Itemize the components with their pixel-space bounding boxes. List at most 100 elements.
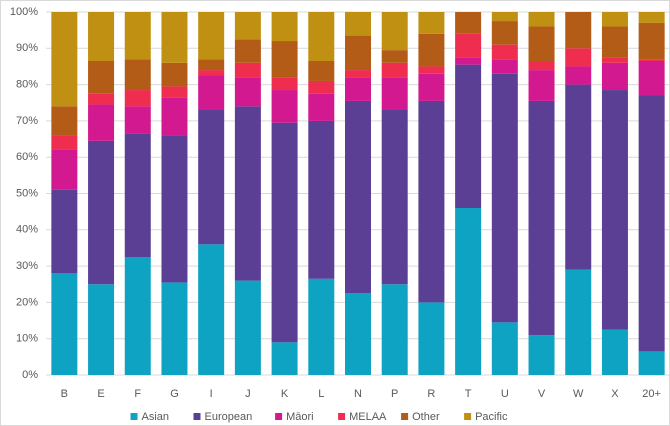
- bar-segment: [491, 322, 518, 375]
- bar-segment: [638, 22, 665, 60]
- bar-segment: [51, 12, 78, 107]
- legend-label: European: [205, 411, 253, 423]
- bar-segment: [88, 12, 115, 62]
- x-tick-label: V: [538, 388, 546, 400]
- legend-swatch: [464, 413, 472, 420]
- bar-segment: [51, 106, 78, 136]
- legend-label: Māori: [286, 411, 314, 423]
- legend-swatch: [193, 413, 201, 420]
- y-tick-label: 0%: [22, 369, 38, 381]
- bar-segment: [124, 133, 151, 258]
- y-tick-label: 40%: [16, 224, 38, 236]
- legend-swatch: [130, 413, 138, 420]
- x-tick-label: X: [611, 388, 619, 400]
- y-tick-label: 20%: [16, 296, 38, 308]
- bar-segment: [528, 70, 555, 101]
- bar-segment: [161, 62, 188, 87]
- bar-segment: [271, 122, 298, 343]
- bar-segment: [528, 335, 555, 375]
- bar-segment: [88, 93, 115, 105]
- bar-segment: [161, 97, 188, 136]
- bar-segment: [418, 73, 445, 101]
- bar-segment: [124, 59, 151, 91]
- bar-segment: [601, 26, 628, 58]
- x-tick-label: P: [391, 388, 398, 400]
- y-tick-label: 80%: [16, 79, 38, 91]
- x-tick-label: L: [318, 388, 324, 400]
- bar-segment: [308, 61, 335, 81]
- bar-segment: [234, 12, 261, 40]
- bar-segment: [455, 64, 482, 209]
- bar-segment: [234, 77, 261, 107]
- bar-segment: [198, 75, 225, 111]
- y-tick-label: 10%: [16, 333, 38, 345]
- x-tick-label: R: [427, 388, 435, 400]
- legend-label: Pacific: [475, 411, 508, 423]
- bar-segment: [528, 100, 555, 336]
- x-tick-label: J: [245, 388, 251, 400]
- x-tick-label: T: [465, 388, 472, 400]
- x-tick-label: I: [210, 388, 213, 400]
- bar-segment: [124, 257, 151, 375]
- legend-swatch: [275, 413, 283, 420]
- bar-segment: [345, 100, 371, 294]
- bar-segment: [234, 62, 261, 78]
- y-tick-label: 30%: [16, 260, 38, 272]
- bar-segment: [271, 90, 298, 123]
- bar-segment: [565, 269, 592, 375]
- bar-segment: [638, 59, 665, 62]
- y-tick-label: 60%: [16, 151, 38, 163]
- y-tick-label: 70%: [16, 115, 38, 127]
- bar-segment: [345, 293, 371, 375]
- bar-segment: [418, 302, 445, 375]
- x-tick-label: U: [501, 388, 509, 400]
- bar-segment: [271, 77, 298, 91]
- bar-segment: [198, 70, 225, 76]
- bar-segment: [234, 39, 261, 63]
- x-tick-label: K: [281, 388, 289, 400]
- bar-segment: [124, 90, 151, 107]
- bar-segment: [88, 284, 115, 375]
- bar-segment: [234, 280, 261, 375]
- bar-segment: [491, 12, 518, 22]
- bar-segment: [455, 12, 482, 34]
- bar-segment: [638, 95, 665, 352]
- bar-segment: [418, 12, 445, 34]
- x-tick-label: W: [573, 388, 584, 400]
- y-tick-label: 90%: [16, 42, 38, 54]
- bar-segment: [601, 57, 628, 63]
- bar-segment: [345, 35, 371, 71]
- bar-segment: [381, 284, 408, 375]
- bar-segment: [345, 12, 371, 36]
- x-tick-label: 20+: [642, 388, 661, 400]
- bar-segment: [271, 342, 298, 375]
- bar-segment: [381, 50, 408, 63]
- legend-swatch: [401, 413, 409, 420]
- bar-segment: [51, 149, 78, 190]
- bar-segment: [381, 110, 408, 285]
- bar-segment: [528, 61, 555, 71]
- bar-segment: [601, 62, 628, 91]
- legend-swatch: [338, 413, 346, 420]
- y-tick-label: 50%: [16, 187, 38, 199]
- bar-segment: [528, 12, 555, 27]
- bar-segment: [161, 135, 188, 283]
- bar-segment: [124, 12, 151, 60]
- bar-segment: [418, 100, 445, 303]
- bar-segment: [565, 66, 592, 85]
- bar-segment: [565, 84, 592, 270]
- bar-segment: [51, 273, 78, 375]
- bar-segment: [491, 44, 518, 60]
- bar-segment: [198, 59, 225, 71]
- bar-segment: [491, 21, 518, 45]
- bar-segment: [491, 59, 518, 74]
- bar-segment: [565, 12, 592, 49]
- bar-segment: [124, 106, 151, 134]
- bar-segment: [601, 12, 628, 27]
- bar-segment: [308, 12, 335, 62]
- bar-segment: [161, 12, 188, 63]
- bar-segment: [308, 93, 335, 121]
- bar-segment: [528, 26, 555, 62]
- legend-label: Asian: [142, 411, 170, 423]
